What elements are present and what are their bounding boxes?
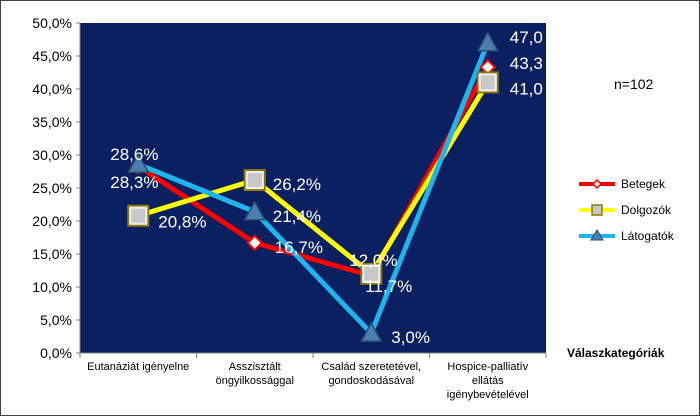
data-point-dolgozók — [476, 71, 499, 94]
series-line-látogatók — [135, 40, 491, 336]
y-tick-label: 20,0% — [32, 213, 72, 229]
y-tick-label: 10,0% — [32, 279, 72, 295]
data-point-dolgozók — [360, 262, 383, 285]
legend-label-látogatók: Látogatók — [621, 229, 675, 243]
series-line-betegek — [135, 64, 491, 279]
data-point-látogatók — [126, 152, 150, 173]
x-tick-label: Eutanáziát igényelne — [87, 361, 189, 373]
x-tick-label: Asszisztált öngyilkossággal — [216, 361, 294, 387]
y-tick-label: 40,0% — [32, 81, 72, 97]
data-label-betegek: 16,7% — [275, 238, 323, 257]
data-point-dolgozók-highlight — [245, 171, 264, 190]
y-tick-label: 30,0% — [32, 147, 72, 163]
data-point-látogatók — [359, 321, 383, 342]
data-label-látogatók: 21,4% — [273, 207, 321, 226]
legend-marker-dolgozók — [591, 204, 603, 216]
data-label-betegek: 28,3% — [110, 173, 158, 192]
x-axis-title: Válaszkategóriák — [567, 346, 665, 360]
data-label-dolgozók: 12,0% — [349, 251, 397, 270]
legend-label-dolgozók: Dolgozók — [621, 203, 672, 217]
data-label-dolgozók: 26,2% — [273, 175, 321, 194]
plot-area — [80, 23, 546, 353]
data-point-dolgozók-highlight — [362, 264, 381, 283]
data-point-dolgozók-highlight — [129, 206, 148, 225]
x-tick-label: Hospice-palliatív ellátás igénybevételével — [447, 361, 529, 401]
data-label-látogatók: 3,0% — [391, 328, 430, 347]
series-line-dolgozók — [135, 79, 491, 277]
legend-marker-látogatók — [590, 229, 604, 241]
y-tick-label: 45,0% — [32, 48, 72, 64]
data-point-látogatók — [243, 200, 267, 221]
y-tick-label: 50,0% — [32, 15, 72, 31]
data-label-dolgozók: 20,8% — [158, 213, 206, 232]
data-point-dolgozók — [127, 204, 150, 227]
data-point-látogatók — [476, 31, 500, 52]
legend-marker-betegek — [591, 178, 603, 190]
y-tick-label: 15,0% — [32, 246, 72, 262]
legend-label-betegek: Betegek — [621, 177, 666, 191]
y-tick-label: 25,0% — [32, 180, 72, 196]
data-label-dolgozók: 41,0 — [510, 79, 543, 98]
sample-size-annotation: n=102 — [614, 76, 654, 92]
data-label-betegek: 11,7% — [365, 277, 412, 296]
x-tick-label: Család szeretetével, gondoskodásával — [321, 361, 421, 387]
data-point-betegek — [246, 234, 264, 252]
data-label-látogatók: 47,0 — [510, 28, 543, 47]
y-tick-label: 35,0% — [32, 114, 72, 130]
data-label-látogatók: 28,6% — [110, 145, 158, 164]
data-point-dolgozók — [243, 169, 266, 192]
data-point-dolgozók-highlight — [478, 73, 497, 92]
data-label-betegek: 43,3 — [510, 54, 543, 73]
y-tick-label: 5,0% — [40, 312, 72, 328]
y-tick-label: 0,0% — [40, 345, 72, 361]
